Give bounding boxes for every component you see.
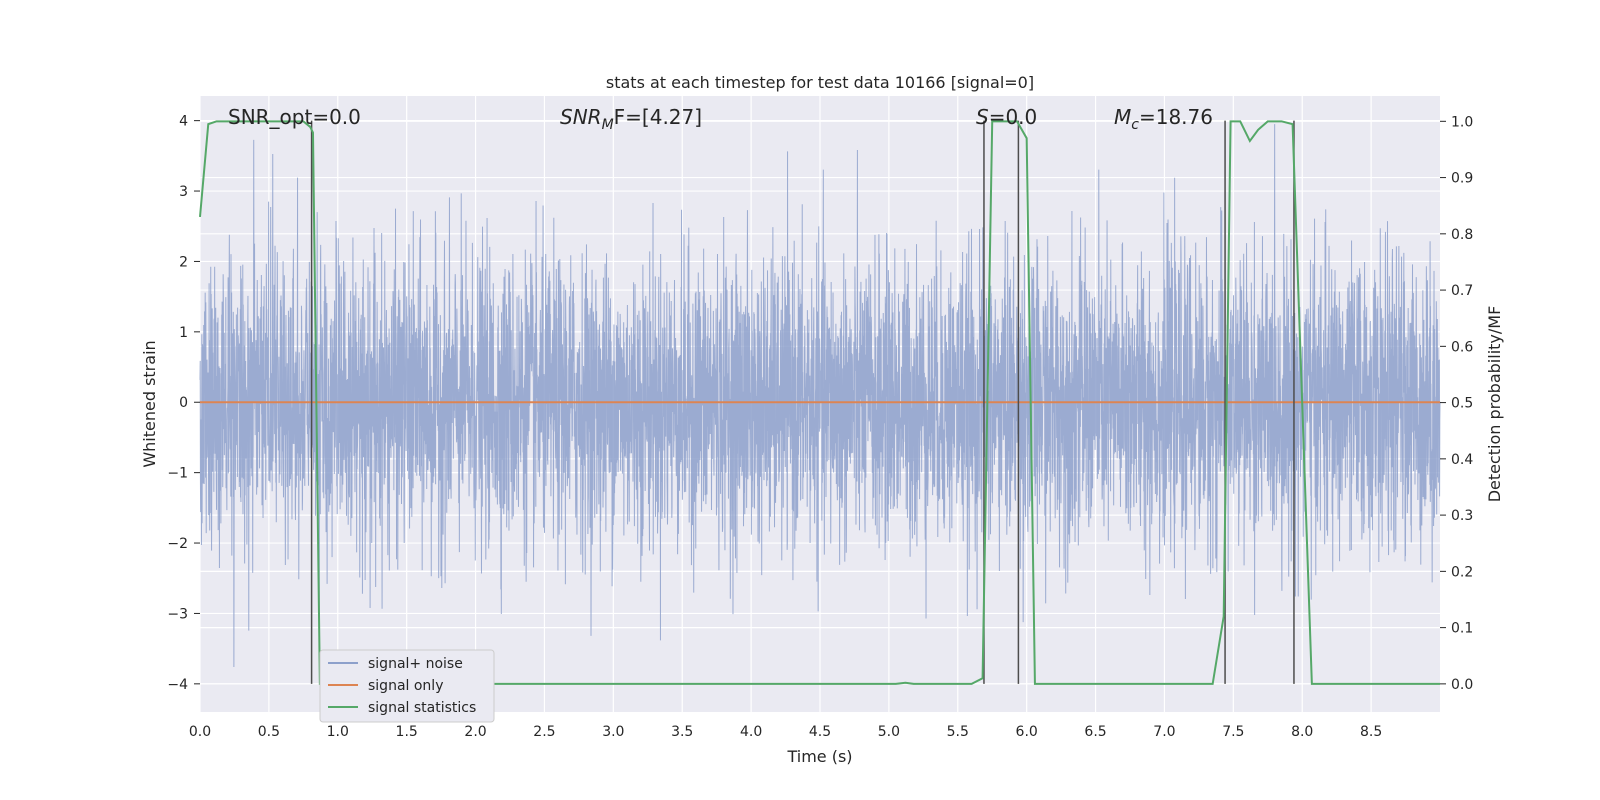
y-tick-label-1: −3 — [167, 606, 188, 622]
y-axis-label: Whitened strain — [140, 340, 159, 467]
x-tick-label-16: 8.0 — [1291, 724, 1313, 740]
y-tick-label-0: −4 — [167, 677, 188, 693]
y-tick-label-4: 0 — [179, 395, 188, 411]
y2-tick-label-5: 0.5 — [1451, 396, 1473, 412]
series-signal-statistics — [199, 120, 1440, 685]
x-axis-label: Time (s) — [786, 747, 852, 766]
annotation-mc: Mc=18.76 — [1114, 105, 1213, 133]
noise-trace — [199, 124, 1441, 667]
x-tick-label-9: 4.5 — [809, 724, 831, 740]
annotation-mc-main: M — [1114, 105, 1131, 129]
x-tick-label-7: 3.5 — [671, 724, 693, 740]
x-tick-label-3: 1.5 — [396, 724, 418, 740]
y2-tick-label-9: 0.9 — [1451, 171, 1473, 187]
y2-tick-label-8: 0.8 — [1451, 227, 1473, 243]
y-tick-label-8: 4 — [179, 114, 188, 130]
x-tick-label-0: 0.0 — [189, 724, 211, 740]
x-tick-label-5: 2.5 — [533, 724, 555, 740]
y2-tick-label-7: 0.7 — [1451, 283, 1473, 299]
annotation-snr-mf-sub: M — [602, 117, 614, 133]
annotation-snr-mf-main: SNR — [560, 105, 602, 129]
chart-title: stats at each timestep for test data 101… — [606, 73, 1034, 92]
y2-tick-label-0: 0.0 — [1451, 677, 1473, 693]
x-tick-label-14: 7.0 — [1153, 724, 1175, 740]
x-tick-label-6: 3.0 — [602, 724, 624, 740]
y2-tick-label-10: 1.0 — [1451, 114, 1473, 130]
x-tick-label-1: 0.5 — [258, 724, 280, 740]
y2-tick-label-4: 0.4 — [1451, 452, 1473, 468]
y2-tick-label-6: 0.6 — [1451, 339, 1473, 355]
y2-axis-label: Detection probability/MF — [1485, 306, 1504, 503]
annotation-mc-rest: =18.76 — [1139, 105, 1213, 129]
y-axis-ticks: −4 −3 −2 −1 0 1 2 3 4 — [167, 114, 200, 693]
legend: signal+ noise signal only signal statist… — [319, 649, 495, 723]
y2-tick-label-1: 0.1 — [1451, 621, 1473, 637]
x-axis-ticks: 0.0 0.5 1.0 1.5 2.0 2.5 3.0 3.5 4.0 4.5 5.0 5.5 6.0 6… — [189, 724, 1382, 740]
y-tick-label-6: 2 — [179, 254, 188, 270]
legend-label-signal-statistics: signal statistics — [368, 700, 476, 716]
x-tick-label-10: 5.0 — [878, 724, 900, 740]
y-tick-label-3: −1 — [167, 466, 188, 482]
legend-label-signal-noise: signal+ noise — [368, 656, 463, 672]
x-tick-label-8: 4.0 — [740, 724, 762, 740]
y2-tick-label-2: 0.2 — [1451, 564, 1473, 580]
y2-tick-label-3: 0.3 — [1451, 508, 1473, 524]
x-tick-label-11: 5.5 — [947, 724, 969, 740]
x-tick-label-13: 6.5 — [1084, 724, 1106, 740]
annotation-s-main: S — [976, 105, 989, 129]
signal-statistics-line — [199, 120, 1440, 685]
x-tick-label-15: 7.5 — [1222, 724, 1244, 740]
annotation-snr-opt: SNR_opt=0.0 — [228, 105, 361, 129]
series-signal-noise — [199, 124, 1441, 667]
annotation-s-rest: =0.0 — [989, 105, 1038, 129]
annotation-mc-sub: c — [1131, 117, 1139, 133]
annotation-snr-mf: SNRMF=[4.27] — [560, 105, 702, 133]
annotation-s: S=0.0 — [976, 105, 1037, 129]
y-tick-label-5: 1 — [179, 325, 188, 341]
y-tick-label-7: 3 — [179, 184, 188, 200]
x-tick-label-2: 1.0 — [327, 724, 349, 740]
x-tick-label-17: 8.5 — [1360, 724, 1382, 740]
annotation-snr-mf-rest: F=[4.27] — [614, 105, 702, 129]
x-tick-label-4: 2.0 — [464, 724, 486, 740]
y-tick-label-2: −2 — [167, 536, 188, 552]
y2-axis-ticks: 0.0 0.1 0.2 0.3 0.4 0.5 0.6 0.7 0.8 0.9 1.0 — [1440, 114, 1473, 693]
legend-label-signal-only: signal only — [368, 678, 443, 694]
x-tick-label-12: 6.0 — [1016, 724, 1038, 740]
legend-box — [319, 649, 495, 723]
